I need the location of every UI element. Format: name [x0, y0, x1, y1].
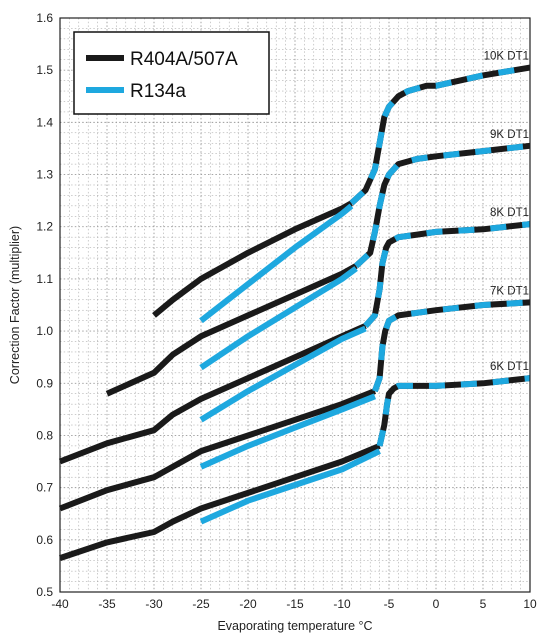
y-tick-label: 0.5: [36, 585, 53, 599]
curve-label: 10K DT1: [484, 51, 529, 63]
y-tick-label: 1.0: [36, 324, 53, 338]
x-tick-label: -10: [333, 597, 351, 611]
y-tick-label: 0.9: [36, 376, 53, 390]
x-tick-label: 0: [433, 597, 440, 611]
curve-labels: 10K DT1 9K DT1 8K DT1 7K DT1 6K DT1: [484, 51, 529, 373]
x-tick-label: -30: [145, 597, 163, 611]
curve-r404a-8k-dt1: [58, 323, 367, 465]
curve-r134a-9k-dt1: [199, 266, 358, 371]
curve-r134a-8k-dt1: [199, 325, 367, 423]
curve-r404a-7k-dt1: [58, 388, 377, 512]
y-axis-label: Correction Factor (multiplier): [8, 226, 22, 384]
curve-r404a-10k-dt1: [152, 200, 353, 318]
y-tick-label: 1.3: [36, 168, 53, 182]
curve-transition-6k-dt1: [376, 375, 531, 447]
x-tick-label: -15: [286, 597, 304, 611]
curve-r404a-9k-dt1: [105, 263, 358, 397]
curve-r134a-10k-dt1: [199, 203, 354, 324]
y-tick-label: 0.6: [36, 533, 53, 547]
y-tick-label: 1.6: [36, 11, 53, 25]
x-tick-label: -35: [98, 597, 116, 611]
plot-frame: [59, 17, 531, 593]
legend: R404A/507A R134a: [73, 31, 270, 115]
x-tick-labels: -40 -35 -30 -25 -20 -15 -10 -5 0 5 10: [51, 597, 537, 611]
x-tick-label: -5: [384, 597, 395, 611]
y-tick-label: 0.8: [36, 428, 53, 442]
x-axis-label: Evaporating temperature °C: [217, 619, 372, 633]
x-tick-label: -40: [51, 597, 69, 611]
legend-label-r404a: R404A/507A: [130, 49, 238, 70]
curve-transition-8k-dt1: [363, 221, 531, 328]
curve-r404a-6k-dt1: [59, 443, 381, 561]
curve-label: 7K DT1: [490, 285, 529, 297]
curve-label: 6K DT1: [490, 361, 529, 373]
x-tick-label: 5: [480, 597, 487, 611]
y-tick-label: 1.5: [36, 63, 53, 77]
curve-transition-dash-9k-dt1: [354, 142, 531, 269]
curve-r134a-7k-dt1: [199, 393, 377, 470]
x-tick-label: -25: [192, 597, 210, 611]
legend-label-r134a: R134a: [130, 81, 186, 102]
x-tick-label: -20: [239, 597, 257, 611]
x-tick-label: 10: [523, 597, 537, 611]
y-tick-labels: 0.5 0.6 0.7 0.8 0.9 1.0 1.1 1.2 1.3 1.4 1.5 1.6: [36, 11, 53, 599]
legend-box: [73, 31, 270, 115]
curve-r134a-6k-dt1: [199, 448, 381, 525]
y-tick-label: 0.7: [36, 481, 53, 495]
curve-label: 9K DT1: [490, 129, 529, 141]
curve-label: 8K DT1: [490, 207, 529, 219]
y-tick-label: 1.4: [36, 115, 53, 129]
curve-transition-dash-7k-dt1: [372, 299, 531, 393]
curves: [58, 64, 531, 561]
y-tick-label: 1.1: [36, 272, 53, 286]
curve-transition-dash-10k-dt1: [349, 64, 531, 206]
y-tick-label: 1.2: [36, 220, 53, 234]
